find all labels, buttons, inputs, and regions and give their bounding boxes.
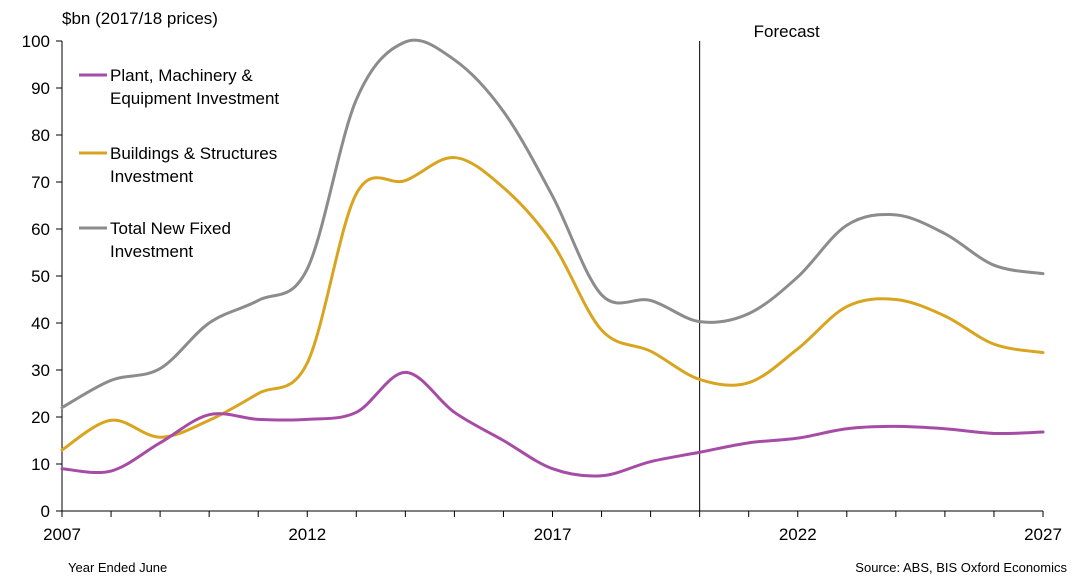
y-tick-label: 30 [31,361,50,380]
y-tick-label: 40 [31,314,50,333]
axes: 0 10 20 30 40 50 60 70 80 90 100 2007 2012 2017 2022 20… [22,32,1062,544]
x-tick-label: 2027 [1024,525,1062,544]
legend-label-buildings-structures: Buildings & Structures [110,144,277,163]
legend-label-total-new-fixed: Total New Fixed [110,219,231,238]
y-tick-label: 20 [31,408,50,427]
y-tick-label: 10 [31,455,50,474]
series-line-buildings-structures [60,156,1045,452]
x-tick-label: 2022 [779,525,817,544]
chart-area: $bn (2017/18 prices) 0 10 20 30 40 50 60 70 80 90… [22,9,1062,544]
series-lines [60,38,1045,478]
series-line-plant-machinery [60,370,1045,478]
y-tick-label: 50 [31,267,50,286]
series-line-total-new-fixed [60,38,1045,410]
forecast-marker: Forecast [699,22,820,511]
legend: Plant, Machinery & Equipment Investment Bu… [79,66,279,261]
forecast-label: Forecast [754,22,820,41]
y-tick-label: 80 [31,126,50,145]
x-tick-label: 2012 [288,525,326,544]
y-tick-label: 60 [31,220,50,239]
y-tick-label: 70 [31,173,50,192]
y-tick-label: 100 [22,32,50,51]
y-axis-title: $bn (2017/18 prices) [62,9,218,28]
legend-label-total-new-fixed: Investment [110,242,193,261]
legend-label-plant-machinery: Plant, Machinery & [110,66,253,85]
y-tick-label: 90 [31,79,50,98]
legend-label-buildings-structures: Investment [110,167,193,186]
y-tick-label: 0 [41,502,50,521]
x-axis-caption: Year Ended June [68,560,168,575]
x-tick-label: 2007 [43,525,81,544]
legend-label-plant-machinery: Equipment Investment [110,89,279,108]
x-tick-label: 2017 [534,525,572,544]
source-note: Source: ABS, BIS Oxford Economics [855,560,1067,575]
